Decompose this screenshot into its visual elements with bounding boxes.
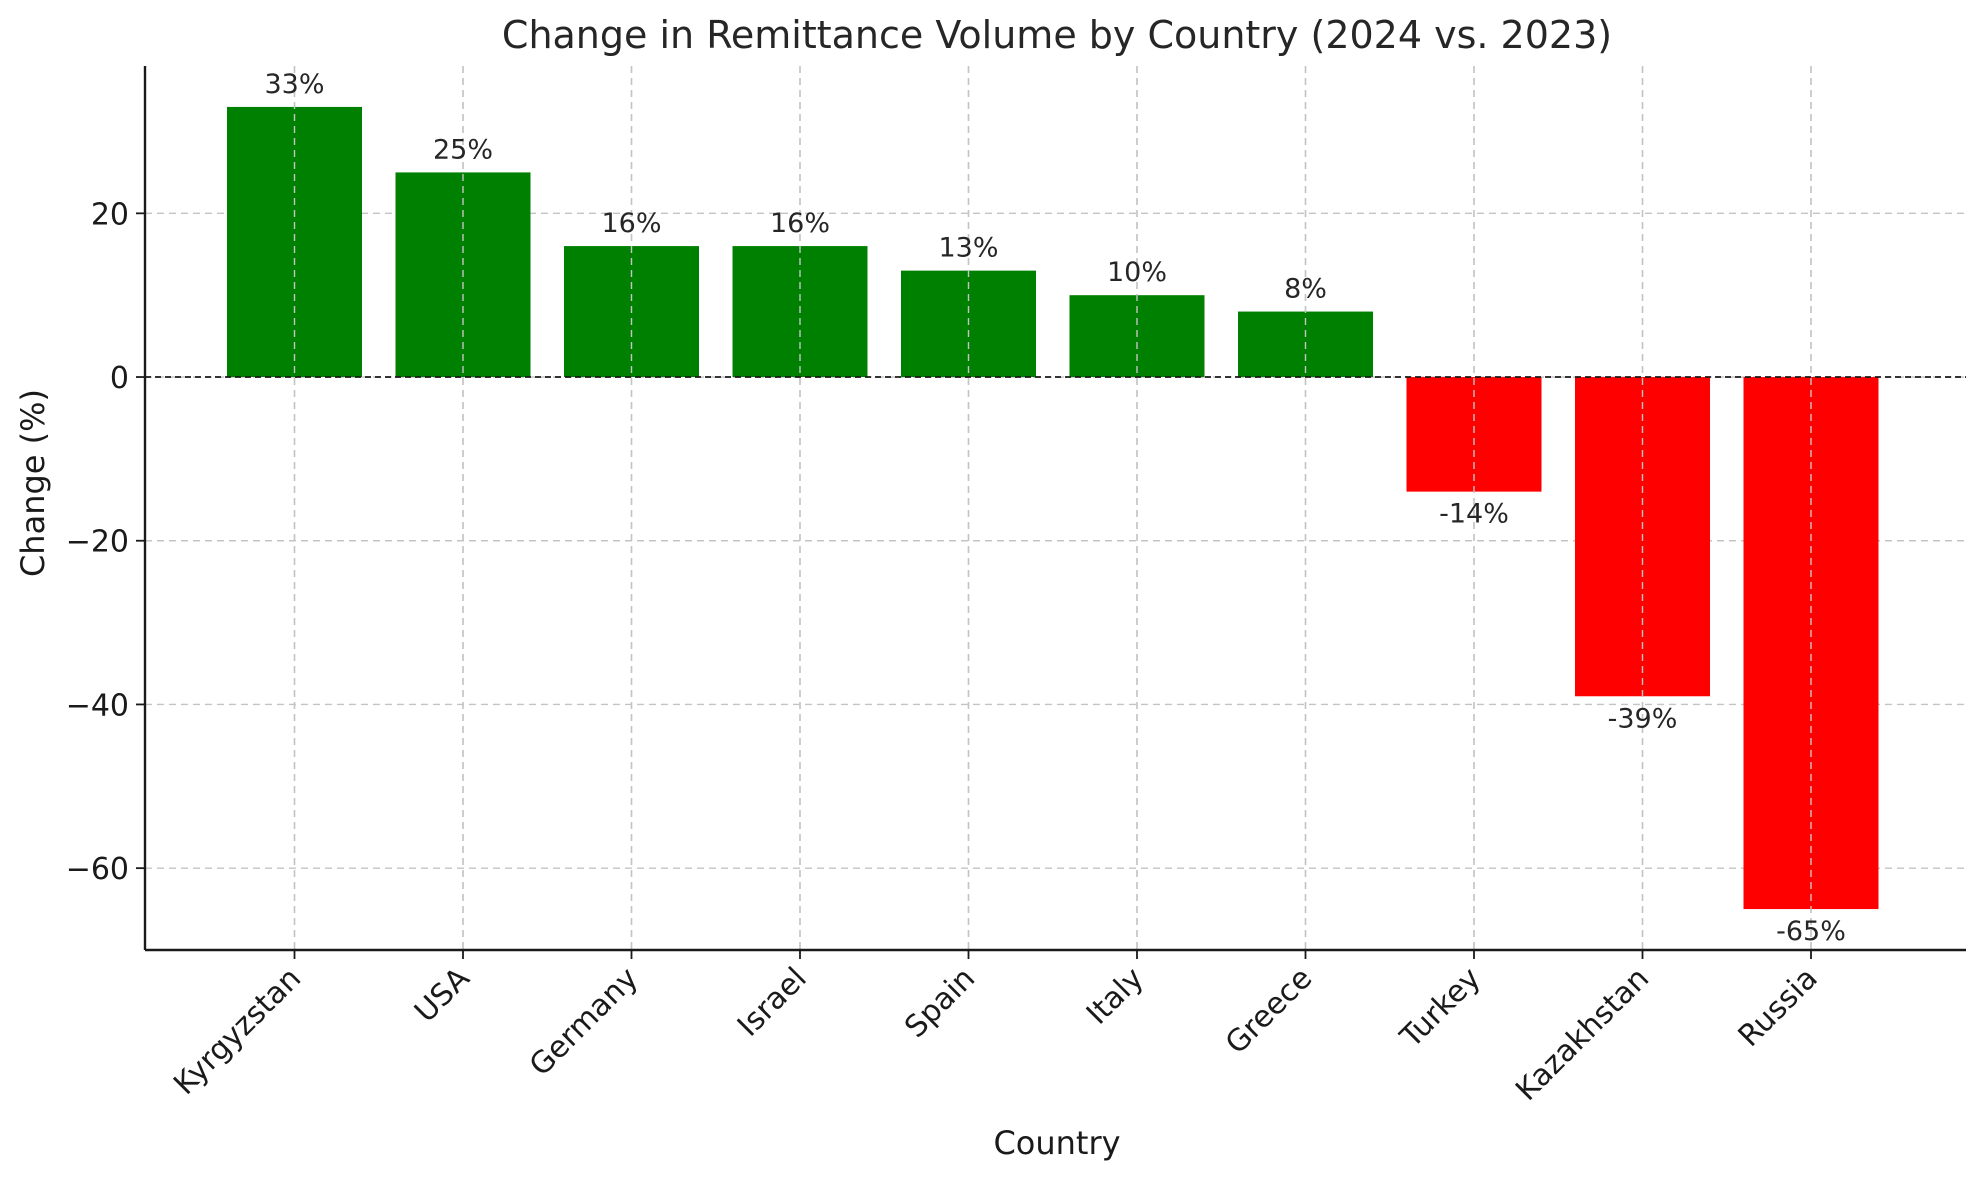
x-tick-label: USA: [408, 961, 477, 1030]
data-label: 16%: [601, 208, 661, 239]
x-axis-label: Country: [993, 1124, 1120, 1162]
data-label: 10%: [1107, 257, 1167, 288]
x-tick-label: Kyrgyzstan: [167, 961, 308, 1102]
data-label: 8%: [1284, 274, 1327, 305]
data-label: 25%: [433, 134, 493, 165]
x-tick-label: Germany: [523, 961, 645, 1083]
bars: [145, 66, 1966, 950]
x-tick-label: Italy: [1080, 961, 1151, 1032]
chart-title: Change in Remittance Volume by Country (…: [502, 13, 1612, 57]
y-tick-label: 20: [91, 197, 129, 232]
x-tick-label: Turkey: [1393, 961, 1487, 1055]
y-tick-label: −40: [66, 688, 129, 723]
x-tick-label: Israel: [731, 961, 814, 1044]
data-label: -65%: [1776, 916, 1846, 947]
data-label: -39%: [1608, 703, 1678, 734]
data-labels: 33% 25% 16% 16% 13% 10% 8% -14% -39% -65%: [264, 69, 1845, 947]
y-axis-label: Change (%): [14, 389, 52, 577]
x-tick-label: Spain: [898, 961, 982, 1045]
data-label: 16%: [770, 208, 830, 239]
x-tick-label: Kazakhstan: [1509, 961, 1656, 1108]
x-tick-label: Greece: [1219, 961, 1319, 1061]
y-tick-label: −20: [66, 525, 129, 560]
y-tick-label: −60: [66, 852, 129, 887]
data-label: 13%: [938, 233, 998, 264]
data-label: -14%: [1439, 499, 1509, 530]
x-tick-label: Russia: [1732, 961, 1825, 1054]
y-tick-label: 0: [110, 361, 129, 396]
data-label: 33%: [264, 69, 324, 100]
